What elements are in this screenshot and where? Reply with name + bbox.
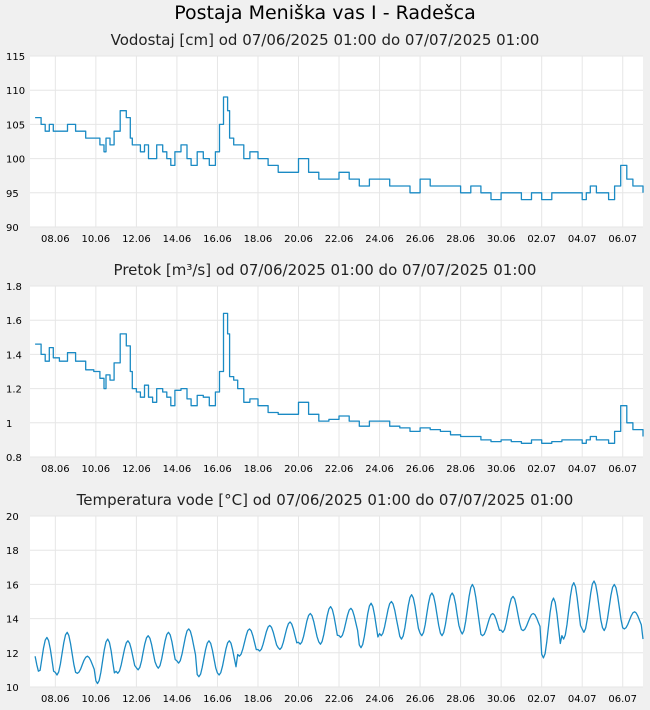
- series-line: [35, 96, 644, 201]
- x-tick-label: 08.06: [41, 694, 70, 705]
- x-tick-label: 22.06: [325, 234, 354, 245]
- y-tick-label: 1: [6, 419, 12, 430]
- y-tick-label: 20: [6, 512, 19, 523]
- x-tick-label: 18.06: [244, 694, 273, 705]
- x-tick-label: 28.06: [446, 694, 475, 705]
- y-tick-label: 1.8: [6, 282, 22, 293]
- x-tick-label: 06.07: [608, 464, 637, 475]
- x-tick-label: 28.06: [446, 234, 475, 245]
- y-tick-label: 1.2: [6, 385, 22, 396]
- x-tick-label: 04.07: [568, 234, 597, 245]
- x-tick-label: 20.06: [284, 234, 313, 245]
- x-tick-label: 08.06: [41, 234, 70, 245]
- x-tick-label: 26.06: [406, 464, 435, 475]
- y-tick-label: 100: [6, 155, 25, 166]
- x-tick-label: 10.06: [82, 464, 111, 475]
- x-tick-label: 18.06: [244, 234, 273, 245]
- y-tick-label: 10: [6, 683, 19, 694]
- y-tick-label: 105: [6, 120, 25, 131]
- x-tick-label: 24.06: [365, 464, 394, 475]
- y-tick-label: 1.6: [6, 316, 22, 327]
- x-tick-label: 20.06: [284, 694, 313, 705]
- x-tick-label: 14.06: [163, 464, 192, 475]
- chart-title-temperatura: Temperatura vode [°C] od 07/06/2025 01:0…: [76, 491, 574, 509]
- plot-area: [30, 516, 643, 687]
- x-tick-label: 30.06: [487, 234, 516, 245]
- plot-area: [30, 286, 643, 457]
- x-tick-label: 22.06: [325, 464, 354, 475]
- x-tick-label: 12.06: [122, 234, 151, 245]
- y-tick-label: 95: [6, 189, 19, 200]
- y-tick-label: 0.8: [6, 453, 22, 464]
- x-tick-label: 26.06: [406, 694, 435, 705]
- x-tick-label: 24.06: [365, 234, 394, 245]
- y-tick-label: 1.4: [6, 350, 22, 361]
- y-tick-label: 115: [6, 52, 25, 63]
- x-tick-label: 08.06: [41, 464, 70, 475]
- page-title: Postaja Meniška vas I - Radešca: [174, 2, 476, 24]
- x-tick-label: 14.06: [163, 234, 192, 245]
- x-tick-label: 12.06: [122, 464, 151, 475]
- x-tick-label: 26.06: [406, 234, 435, 245]
- x-tick-label: 04.07: [568, 694, 597, 705]
- x-tick-label: 10.06: [82, 234, 111, 245]
- y-tick-label: 12: [6, 649, 19, 660]
- y-tick-label: 110: [6, 86, 25, 97]
- x-tick-label: 12.06: [122, 694, 151, 705]
- x-tick-label: 06.07: [608, 694, 637, 705]
- x-tick-label: 22.06: [325, 694, 354, 705]
- y-tick-label: 16: [6, 580, 19, 591]
- x-tick-label: 06.07: [608, 234, 637, 245]
- x-tick-label: 16.06: [203, 234, 232, 245]
- x-tick-label: 20.06: [284, 464, 313, 475]
- chart-title-pretok: Pretok [m³/s] od 07/06/2025 01:00 do 07/…: [113, 261, 537, 279]
- x-tick-label: 28.06: [446, 464, 475, 475]
- plot-area: [30, 56, 643, 227]
- x-tick-label: 30.06: [487, 694, 516, 705]
- x-tick-label: 04.07: [568, 464, 597, 475]
- x-tick-label: 30.06: [487, 464, 516, 475]
- series-line: [35, 312, 644, 444]
- x-tick-label: 02.07: [527, 694, 556, 705]
- x-tick-label: 10.06: [82, 694, 111, 705]
- series-line: [34, 580, 644, 685]
- x-tick-label: 24.06: [365, 694, 394, 705]
- x-tick-label: 16.06: [203, 464, 232, 475]
- y-tick-label: 14: [6, 615, 19, 626]
- x-tick-label: 02.07: [527, 464, 556, 475]
- x-tick-label: 18.06: [244, 464, 273, 475]
- x-tick-label: 14.06: [163, 694, 192, 705]
- y-tick-label: 18: [6, 546, 19, 557]
- chart-title-vodostaj: Vodostaj [cm] od 07/06/2025 01:00 do 07/…: [110, 31, 540, 49]
- y-tick-label: 90: [6, 223, 19, 234]
- x-tick-label: 02.07: [527, 234, 556, 245]
- x-tick-label: 16.06: [203, 694, 232, 705]
